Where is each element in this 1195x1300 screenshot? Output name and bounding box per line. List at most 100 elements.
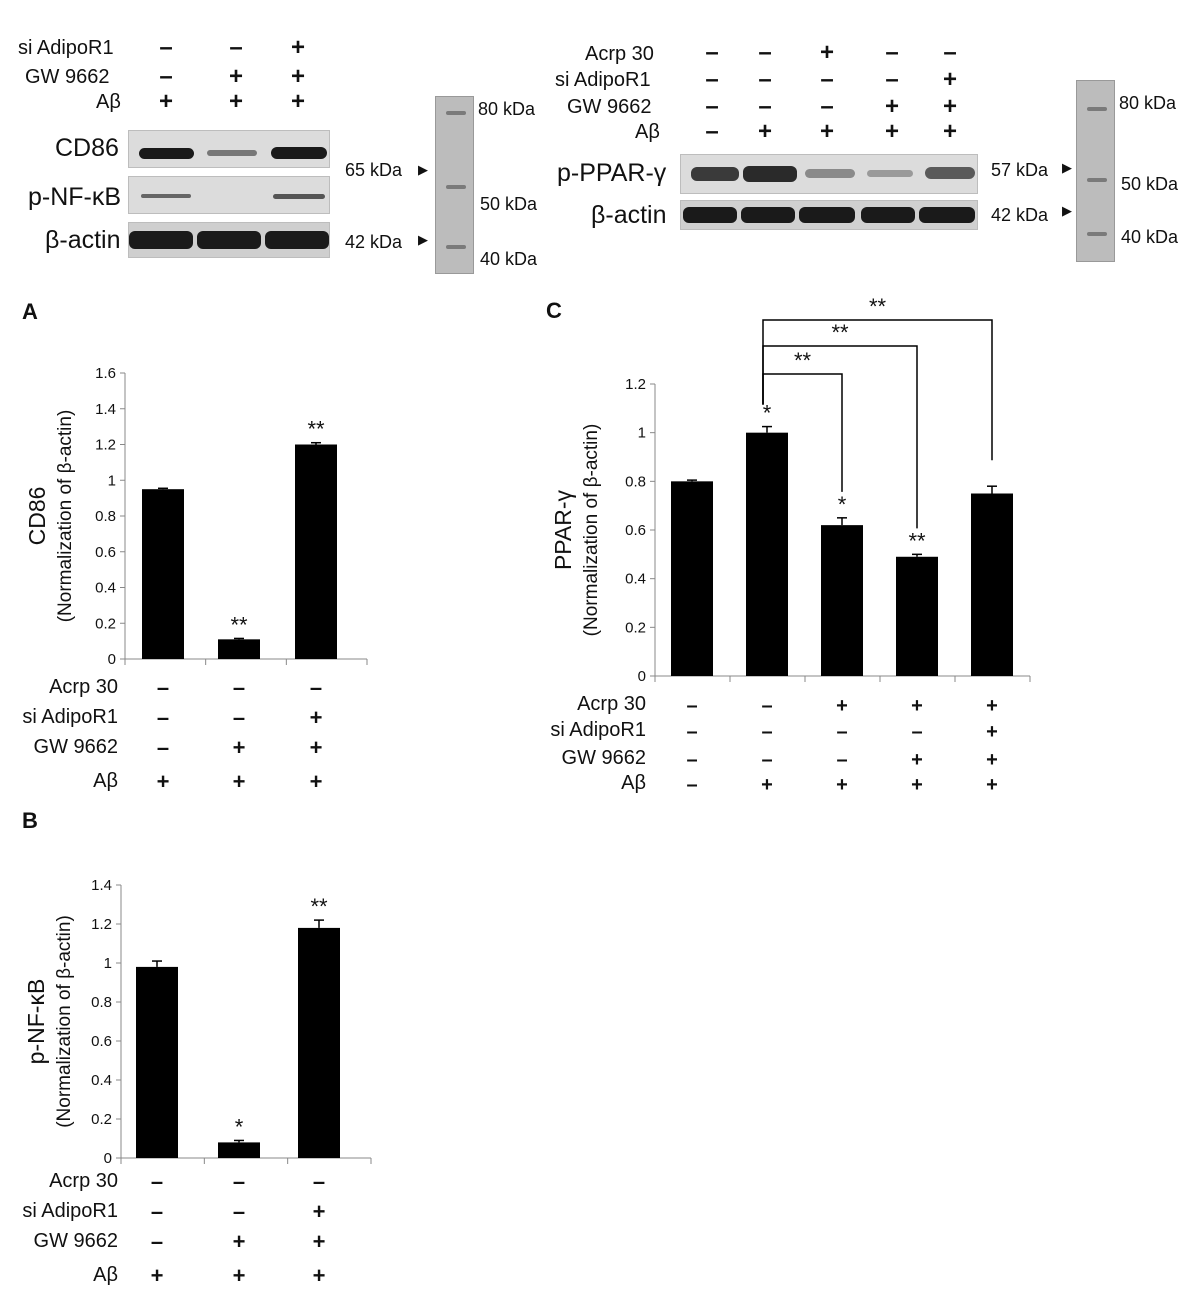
y-tick-label: 1: [104, 955, 112, 972]
marker-label: 57 kDa: [991, 160, 1049, 180]
y-tick-label: 0.4: [95, 580, 116, 597]
treatment-sign: +: [313, 1229, 326, 1254]
panel-label-b: B: [22, 808, 38, 833]
y-tick-label: 0.6: [95, 544, 116, 561]
blot-right-sign: +: [884, 118, 899, 145]
blot-left-sign: +: [228, 88, 243, 115]
significance-label: *: [235, 1114, 244, 1139]
band: [271, 147, 327, 159]
band-label-pnfkb: p-NF-κB: [28, 183, 122, 211]
treatment-sign: –: [686, 774, 697, 796]
treatment-sign: +: [911, 774, 923, 796]
blot-cd86-membrane: [128, 130, 330, 168]
blot-left-sign: +: [158, 88, 173, 115]
treatment-label: Aβ: [621, 772, 646, 794]
treatment-label: si AdipoR1: [22, 706, 118, 728]
bar: [971, 493, 1013, 676]
y-tick-label: 1.6: [95, 365, 116, 382]
protein-ladder: [1076, 80, 1115, 262]
band-label-cd86: CD86: [55, 134, 119, 162]
band: [743, 166, 797, 182]
comparison-label: **: [794, 348, 812, 373]
treatment-sign: –: [233, 1199, 245, 1224]
blot-right-sign: +: [942, 66, 957, 93]
blot-right-sign: –: [820, 93, 834, 120]
y-tick-label: 0.2: [91, 1111, 112, 1128]
y-tick-label: 0: [108, 651, 116, 668]
treatment-label: GW 9662: [34, 1230, 118, 1252]
bar: [746, 432, 788, 676]
blot-right-sign: –: [705, 39, 719, 66]
y-axis-label: PPAR-γ: [550, 489, 576, 570]
comparison-label: **: [869, 294, 887, 319]
blot-right-sign: –: [705, 93, 719, 120]
blot-right-sign: –: [758, 66, 772, 93]
band: [129, 231, 193, 249]
treatment-label: GW 9662: [562, 747, 646, 769]
y-tick-label: 0.6: [91, 1033, 112, 1050]
treatment-sign: –: [151, 1199, 163, 1224]
treatment-sign: –: [761, 749, 772, 771]
treatment-sign: –: [313, 1169, 325, 1194]
blot-right-sign: –: [885, 39, 899, 66]
significance-label: **: [307, 417, 325, 442]
treatment-sign: +: [911, 695, 923, 717]
treatment-sign: –: [686, 695, 697, 717]
band-label-bactin: β-actin: [591, 201, 667, 229]
blot-right-sign: –: [943, 39, 957, 66]
treatment-sign: –: [761, 695, 772, 717]
treatment-sign: +: [310, 705, 323, 730]
treatment-label: GW 9662: [34, 736, 118, 758]
treatment-sign: +: [986, 721, 998, 743]
blot-right-sign: +: [757, 118, 772, 145]
marker-arrow-icon: ▶: [1062, 203, 1072, 218]
panel-label-c: C: [546, 298, 562, 323]
blot-left-sign: +: [290, 34, 305, 61]
treatment-sign: +: [310, 735, 323, 760]
blot-right-sign: +: [942, 118, 957, 145]
ladder-label: 40 kDa: [1121, 227, 1179, 247]
treatment-sign: +: [313, 1263, 326, 1288]
blot-left-sign: +: [290, 88, 305, 115]
y-axis-sublabel: (Normalization of β-actin): [55, 410, 76, 623]
blot-right-sign: –: [758, 93, 772, 120]
blot-right-sign: –: [820, 66, 834, 93]
ladder-label: 50 kDa: [1121, 174, 1179, 194]
y-tick-label: 0.8: [95, 508, 116, 525]
bar: [821, 525, 863, 676]
ladder-band: [1087, 107, 1107, 111]
y-tick-label: 0: [638, 668, 646, 685]
significance-label: **: [908, 528, 926, 553]
treatment-sign: –: [157, 705, 169, 730]
band: [141, 194, 191, 198]
treatment-sign: +: [233, 1229, 246, 1254]
treatment-sign: –: [151, 1229, 163, 1254]
comparison-label: **: [831, 320, 849, 345]
blot-left-row-label: Aβ: [96, 91, 121, 113]
y-axis-label: CD86: [24, 487, 50, 546]
ladder-band: [446, 185, 466, 189]
treatment-sign: +: [151, 1263, 164, 1288]
bar: [896, 556, 938, 676]
band: [799, 207, 855, 223]
y-axis-sublabel: (Normalization of β-actin): [54, 915, 75, 1128]
band: [805, 169, 855, 178]
blot-bactin-membrane: [128, 222, 330, 258]
marker-arrow-icon: ▶: [418, 232, 428, 247]
treatment-sign: –: [310, 675, 322, 700]
blot-left-sign: +: [228, 63, 243, 90]
significance-label: *: [763, 401, 772, 426]
bar: [295, 444, 337, 659]
ladder-label: 80 kDa: [1119, 93, 1177, 113]
y-tick-label: 0.6: [625, 522, 646, 539]
ladder-band: [446, 111, 466, 115]
blot-right-sign: –: [758, 39, 772, 66]
treatment-sign: –: [836, 749, 847, 771]
blot-bactin-membrane: [680, 200, 978, 230]
treatment-sign: +: [313, 1199, 326, 1224]
treatment-sign: –: [686, 721, 697, 743]
y-tick-label: 0.2: [95, 615, 116, 632]
significance-label: **: [230, 612, 248, 637]
blot-right-sign: +: [884, 93, 899, 120]
treatment-sign: –: [836, 721, 847, 743]
